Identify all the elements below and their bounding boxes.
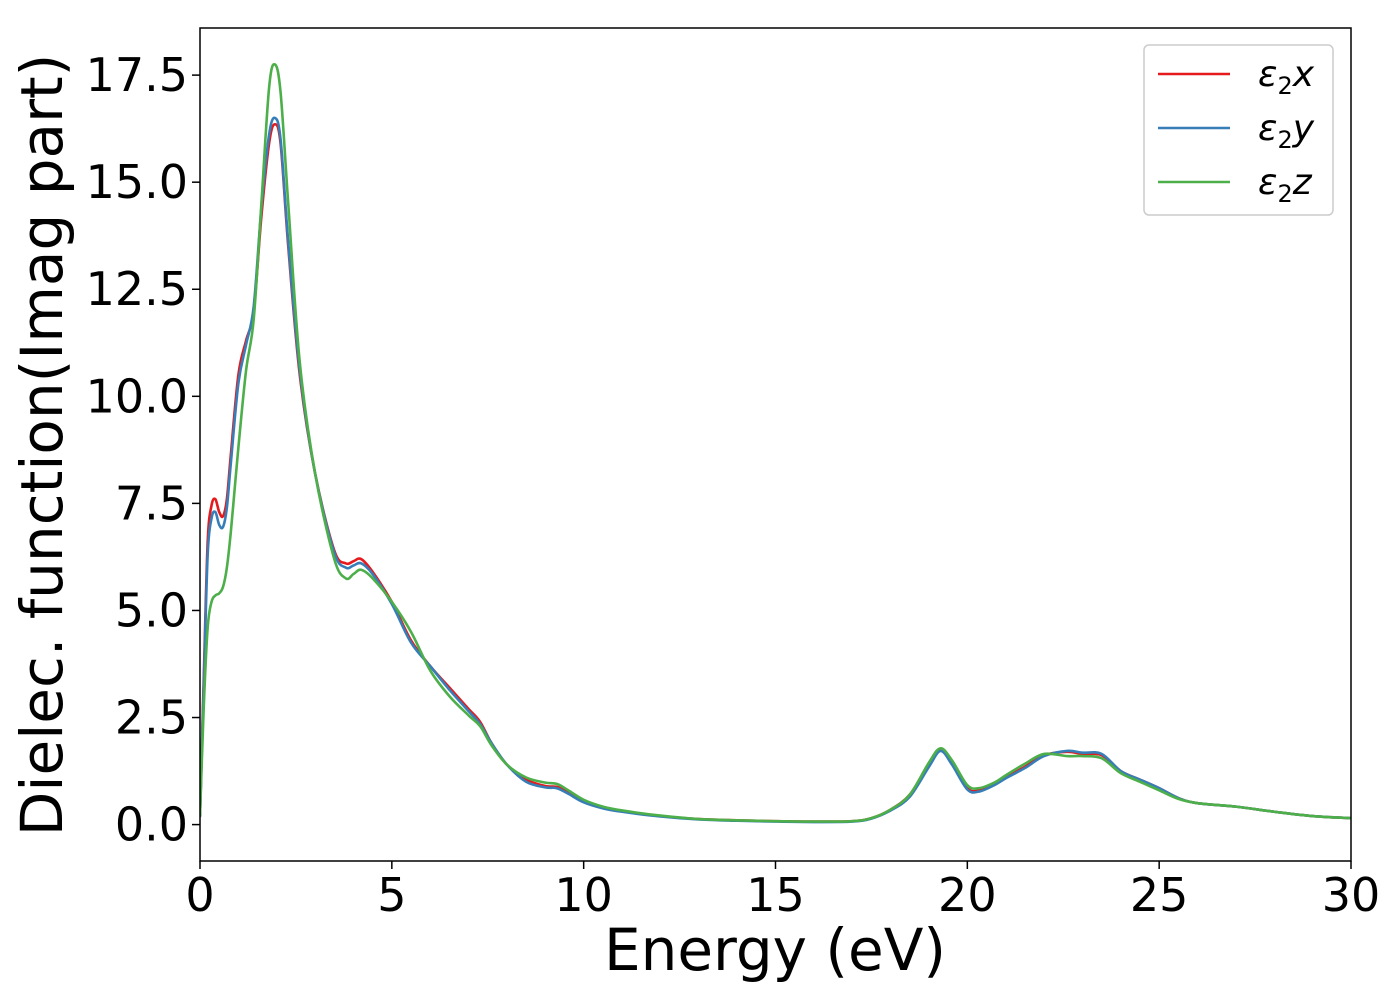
y-tick-label: 7.5: [115, 476, 188, 530]
x-tick-label: 0: [185, 868, 214, 922]
legend-label-z: ε2z: [1258, 162, 1313, 208]
y-tick-label: 17.5: [86, 48, 188, 102]
x-axis: 0 5 10 15 20 25 30: [185, 861, 1380, 922]
y-tick-label: 5.0: [115, 583, 188, 637]
y-axis: 0.0 2.5 5.0 7.5 10.0 12.5 15.0 17.5: [86, 48, 200, 852]
legend-box: [1143, 44, 1334, 216]
x-tick-label: 30: [1322, 868, 1381, 922]
x-tick-label: 10: [554, 868, 613, 922]
y-tick-label: 15.0: [86, 155, 188, 209]
series-line-z: [200, 62, 1351, 823]
x-tick-label: 15: [746, 868, 805, 922]
x-tick-label: 20: [938, 868, 997, 922]
y-tick-label: 0.0: [115, 798, 188, 852]
x-tick-label: 25: [1130, 868, 1189, 922]
y-tick-label: 12.5: [86, 262, 188, 316]
legend-label-y: ε2y: [1258, 108, 1315, 154]
x-axis-title: Energy (eV): [604, 916, 946, 984]
y-tick-label: 10.0: [86, 369, 188, 423]
legend-label-x: ε2x: [1258, 54, 1315, 100]
y-axis-title: Dielec. function(Imag part): [8, 54, 76, 837]
legend: ε2x ε2y ε2z: [1143, 44, 1334, 216]
series-layer: [200, 62, 1351, 824]
y-tick-label: 2.5: [115, 691, 188, 745]
x-tick-label: 5: [377, 868, 406, 922]
